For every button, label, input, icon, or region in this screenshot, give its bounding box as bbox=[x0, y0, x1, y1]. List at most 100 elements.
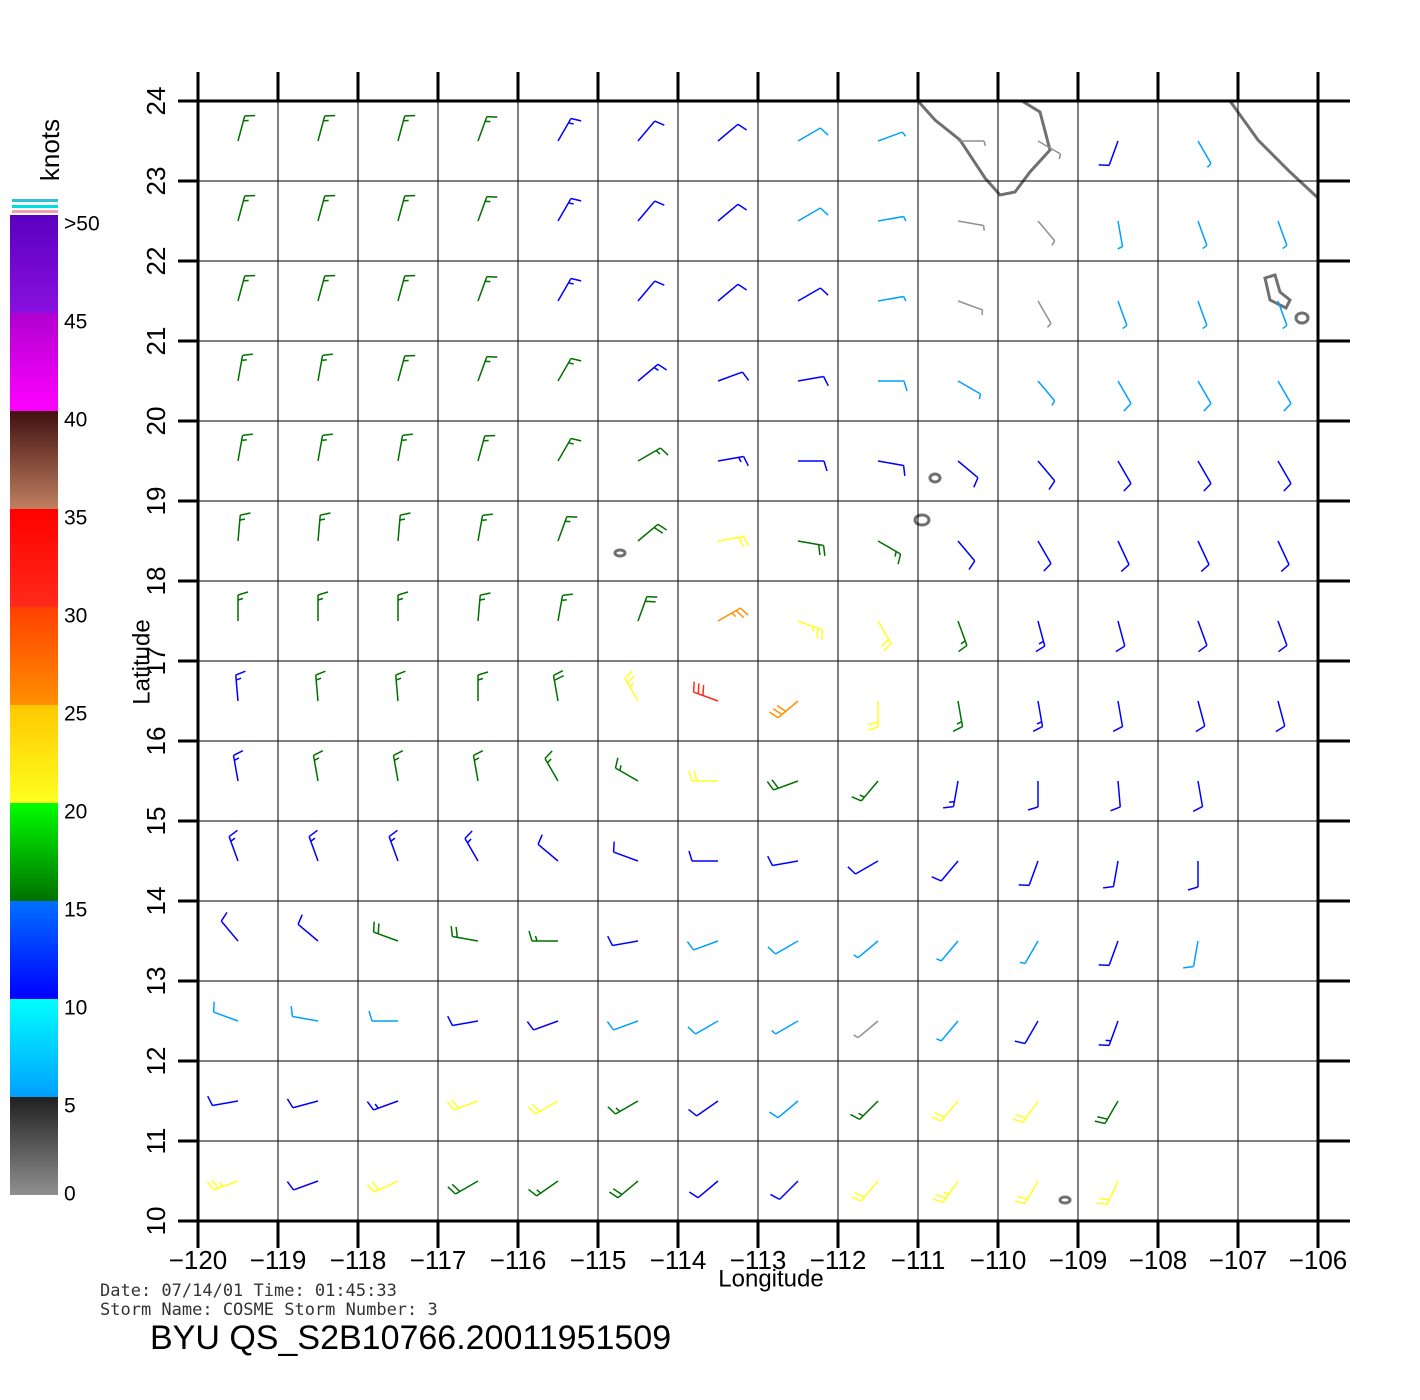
wind-barb bbox=[877, 620, 892, 652]
wind-barb bbox=[220, 911, 239, 942]
wind-barb bbox=[1112, 700, 1124, 732]
colorbar-tick-label: 5 bbox=[64, 1095, 76, 1118]
wind-barbs bbox=[206, 114, 1292, 1206]
colorbar-label: knots bbox=[35, 119, 65, 181]
y-tick-label: 18 bbox=[141, 567, 171, 596]
wind-barb bbox=[637, 200, 665, 222]
wind-barb bbox=[528, 930, 558, 942]
wind-barb bbox=[717, 283, 748, 302]
wind-barb bbox=[526, 1020, 559, 1031]
wind-barb bbox=[771, 1020, 799, 1035]
x-tick-label: −114 bbox=[650, 1245, 707, 1275]
y-tick-label: 12 bbox=[141, 1047, 171, 1076]
x-tick-label: −107 bbox=[1209, 1245, 1268, 1275]
wind-barb bbox=[290, 1006, 319, 1022]
wind-barb bbox=[527, 1100, 559, 1115]
wind-barb bbox=[851, 780, 879, 802]
wind-barb bbox=[688, 1180, 719, 1199]
storm-line: Storm Name: COSME Storm Number: 3 bbox=[100, 1300, 438, 1320]
wind-barb bbox=[798, 460, 828, 472]
y-axis-label: Latitude bbox=[128, 619, 155, 704]
colorbar-tick-label: 25 bbox=[64, 703, 87, 726]
wind-barb bbox=[212, 1001, 239, 1022]
y-tick-label: 21 bbox=[141, 327, 171, 356]
wind-barb bbox=[1277, 620, 1288, 653]
wind-barb bbox=[237, 194, 256, 222]
wind-barb bbox=[477, 592, 491, 622]
x-tick-label: −120 bbox=[169, 1245, 228, 1275]
wind-barb bbox=[687, 1020, 719, 1035]
colorbar-tick-label: 45 bbox=[64, 311, 87, 334]
y-tick-label: 24 bbox=[141, 87, 171, 116]
wind-barb bbox=[397, 114, 416, 142]
wind-barb bbox=[477, 434, 496, 462]
x-tick-label: −106 bbox=[1289, 1245, 1348, 1275]
island bbox=[1294, 311, 1310, 325]
wind-barb bbox=[557, 357, 582, 382]
wind-barb bbox=[477, 355, 498, 382]
wind-barb bbox=[943, 780, 959, 809]
wind-barb bbox=[850, 1100, 879, 1121]
wind-barb bbox=[237, 274, 256, 302]
island bbox=[1263, 273, 1292, 311]
colorbar-bin bbox=[10, 901, 58, 999]
wind-barb bbox=[528, 1180, 559, 1197]
wind-barb bbox=[1103, 860, 1119, 889]
x-tick-label: −118 bbox=[330, 1245, 387, 1275]
y-tick-label: 11 bbox=[141, 1128, 171, 1155]
wind-barb bbox=[614, 757, 639, 782]
x-axis-label: Longitude bbox=[718, 1265, 823, 1292]
wind-barb bbox=[717, 455, 749, 467]
wind-barb bbox=[366, 1100, 399, 1111]
wind-barb bbox=[366, 1180, 399, 1193]
wind-barb bbox=[1027, 781, 1039, 811]
wind-barb bbox=[717, 371, 750, 382]
wind-barb bbox=[936, 1020, 959, 1042]
wind-barb bbox=[1187, 861, 1199, 891]
wind-barb bbox=[544, 750, 559, 782]
wind-barb bbox=[1014, 1180, 1039, 1205]
wind-barb bbox=[797, 540, 826, 556]
wind-barb bbox=[1037, 460, 1056, 491]
wind-barb bbox=[228, 829, 239, 862]
wind-barb bbox=[477, 513, 493, 542]
colorbar-tick-label: 40 bbox=[64, 409, 87, 432]
wind-barb bbox=[1277, 300, 1288, 330]
wind-barb bbox=[234, 670, 246, 702]
wind-barb bbox=[851, 1180, 879, 1202]
wind-barb bbox=[394, 670, 406, 702]
wind-barb bbox=[446, 1099, 479, 1111]
wind-barb bbox=[1098, 140, 1119, 167]
y-tick-label: 17 bbox=[141, 647, 171, 676]
wind-barb bbox=[1117, 220, 1124, 250]
wind-barb bbox=[952, 700, 964, 732]
wind-barb bbox=[297, 914, 319, 942]
wind-barb bbox=[853, 1020, 879, 1039]
colorbar-bin bbox=[10, 215, 58, 313]
x-tick-label: −109 bbox=[1049, 1245, 1108, 1275]
island bbox=[1058, 1195, 1072, 1205]
wind-barb bbox=[612, 841, 639, 862]
wind-barb bbox=[867, 701, 879, 731]
wind-barb bbox=[877, 295, 907, 302]
wind-barb bbox=[957, 380, 982, 400]
wind-barb bbox=[957, 300, 984, 316]
wind-barb bbox=[397, 433, 413, 462]
x-tick-label: −112 bbox=[810, 1245, 867, 1275]
y-tick-label: 14 bbox=[141, 887, 171, 916]
colorbar-bin bbox=[10, 607, 58, 705]
wind-barb bbox=[1277, 380, 1292, 412]
wind-barb bbox=[1192, 780, 1204, 812]
wind-barb bbox=[1117, 300, 1128, 330]
colorbar-tick-label: 0 bbox=[64, 1183, 76, 1206]
wind-barb bbox=[931, 860, 959, 882]
wind-barb bbox=[1183, 940, 1199, 969]
wind-barb bbox=[607, 1100, 639, 1115]
colorbar-bin bbox=[10, 999, 58, 1097]
wind-barb bbox=[477, 195, 498, 222]
wind-barb bbox=[477, 275, 498, 302]
wind-barb bbox=[557, 197, 582, 222]
wind-barb bbox=[768, 700, 799, 719]
wind-barb bbox=[637, 363, 668, 382]
colorbar-tick-label: 20 bbox=[64, 801, 87, 824]
